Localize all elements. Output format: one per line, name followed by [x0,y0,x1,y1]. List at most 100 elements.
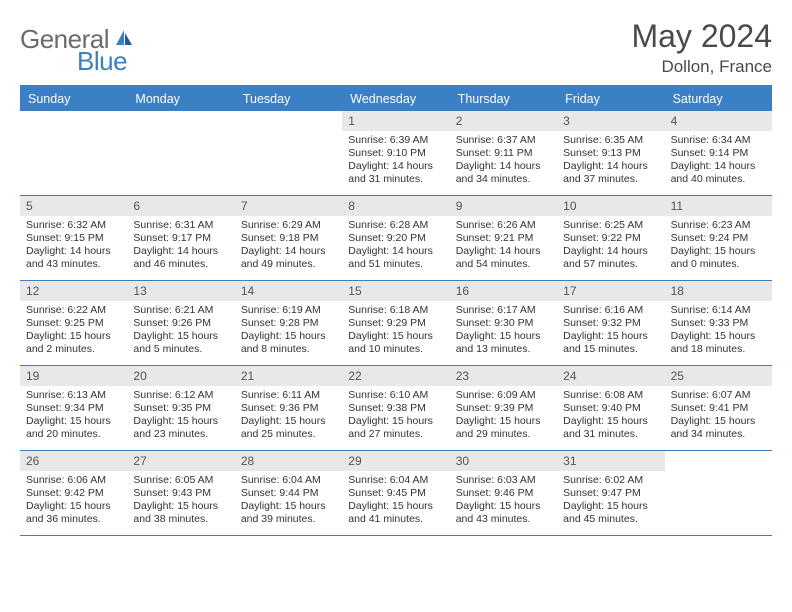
day-number: 25 [665,366,772,386]
calendar-cell: 16Sunrise: 6:17 AMSunset: 9:30 PMDayligh… [450,281,557,365]
day-details: Sunrise: 6:16 AMSunset: 9:32 PMDaylight:… [557,301,664,360]
day-details: Sunrise: 6:32 AMSunset: 9:15 PMDaylight:… [20,216,127,275]
day-details: Sunrise: 6:09 AMSunset: 9:39 PMDaylight:… [450,386,557,445]
calendar-cell: 18Sunrise: 6:14 AMSunset: 9:33 PMDayligh… [665,281,772,365]
calendar-week: 1Sunrise: 6:39 AMSunset: 9:10 PMDaylight… [20,111,772,196]
day-number: 27 [127,451,234,471]
calendar-week: 12Sunrise: 6:22 AMSunset: 9:25 PMDayligh… [20,281,772,366]
calendar-cell: 11Sunrise: 6:23 AMSunset: 9:24 PMDayligh… [665,196,772,280]
calendar-cell: 20Sunrise: 6:12 AMSunset: 9:35 PMDayligh… [127,366,234,450]
calendar-cell: 4Sunrise: 6:34 AMSunset: 9:14 PMDaylight… [665,111,772,195]
calendar-cell: 1Sunrise: 6:39 AMSunset: 9:10 PMDaylight… [342,111,449,195]
calendar-cell: 8Sunrise: 6:28 AMSunset: 9:20 PMDaylight… [342,196,449,280]
day-number: 13 [127,281,234,301]
calendar-cell: 22Sunrise: 6:10 AMSunset: 9:38 PMDayligh… [342,366,449,450]
calendar-cell: 21Sunrise: 6:11 AMSunset: 9:36 PMDayligh… [235,366,342,450]
logo: General Blue [20,18,165,55]
day-details: Sunrise: 6:06 AMSunset: 9:42 PMDaylight:… [20,471,127,530]
day-details: Sunrise: 6:04 AMSunset: 9:45 PMDaylight:… [342,471,449,530]
calendar-cell: 9Sunrise: 6:26 AMSunset: 9:21 PMDaylight… [450,196,557,280]
day-details: Sunrise: 6:22 AMSunset: 9:25 PMDaylight:… [20,301,127,360]
day-header: Wednesday [342,87,449,111]
calendar-cell: 10Sunrise: 6:25 AMSunset: 9:22 PMDayligh… [557,196,664,280]
day-number: 5 [20,196,127,216]
day-number: 4 [665,111,772,131]
day-number: 1 [342,111,449,131]
day-number: 20 [127,366,234,386]
calendar-cell: 28Sunrise: 6:04 AMSunset: 9:44 PMDayligh… [235,451,342,535]
day-header: Saturday [665,87,772,111]
calendar-cell: 12Sunrise: 6:22 AMSunset: 9:25 PMDayligh… [20,281,127,365]
calendar-cell: 13Sunrise: 6:21 AMSunset: 9:26 PMDayligh… [127,281,234,365]
calendar-week: 26Sunrise: 6:06 AMSunset: 9:42 PMDayligh… [20,451,772,536]
day-details: Sunrise: 6:18 AMSunset: 9:29 PMDaylight:… [342,301,449,360]
day-details: Sunrise: 6:14 AMSunset: 9:33 PMDaylight:… [665,301,772,360]
day-number: 22 [342,366,449,386]
calendar-cell: 14Sunrise: 6:19 AMSunset: 9:28 PMDayligh… [235,281,342,365]
day-details: Sunrise: 6:19 AMSunset: 9:28 PMDaylight:… [235,301,342,360]
day-header: Thursday [450,87,557,111]
day-details: Sunrise: 6:35 AMSunset: 9:13 PMDaylight:… [557,131,664,190]
month-title: May 2024 [631,18,772,55]
day-header: Tuesday [235,87,342,111]
day-number: 23 [450,366,557,386]
day-details: Sunrise: 6:17 AMSunset: 9:30 PMDaylight:… [450,301,557,360]
calendar-cell: 15Sunrise: 6:18 AMSunset: 9:29 PMDayligh… [342,281,449,365]
day-number: 30 [450,451,557,471]
day-number: 28 [235,451,342,471]
day-details: Sunrise: 6:08 AMSunset: 9:40 PMDaylight:… [557,386,664,445]
calendar-cell: 31Sunrise: 6:02 AMSunset: 9:47 PMDayligh… [557,451,664,535]
calendar-cell: 3Sunrise: 6:35 AMSunset: 9:13 PMDaylight… [557,111,664,195]
day-details: Sunrise: 6:28 AMSunset: 9:20 PMDaylight:… [342,216,449,275]
day-details: Sunrise: 6:11 AMSunset: 9:36 PMDaylight:… [235,386,342,445]
day-number: 24 [557,366,664,386]
day-details: Sunrise: 6:37 AMSunset: 9:11 PMDaylight:… [450,131,557,190]
day-details: Sunrise: 6:04 AMSunset: 9:44 PMDaylight:… [235,471,342,530]
day-details: Sunrise: 6:13 AMSunset: 9:34 PMDaylight:… [20,386,127,445]
day-details: Sunrise: 6:03 AMSunset: 9:46 PMDaylight:… [450,471,557,530]
calendar: Sunday Monday Tuesday Wednesday Thursday… [20,85,772,536]
calendar-cell [127,111,234,195]
calendar-cell: 23Sunrise: 6:09 AMSunset: 9:39 PMDayligh… [450,366,557,450]
day-header: Sunday [20,87,127,111]
calendar-cell: 30Sunrise: 6:03 AMSunset: 9:46 PMDayligh… [450,451,557,535]
calendar-cell: 24Sunrise: 6:08 AMSunset: 9:40 PMDayligh… [557,366,664,450]
logo-word-2: Blue [77,46,127,77]
calendar-cell: 5Sunrise: 6:32 AMSunset: 9:15 PMDaylight… [20,196,127,280]
day-details: Sunrise: 6:02 AMSunset: 9:47 PMDaylight:… [557,471,664,530]
day-number: 31 [557,451,664,471]
day-details: Sunrise: 6:39 AMSunset: 9:10 PMDaylight:… [342,131,449,190]
day-number: 21 [235,366,342,386]
day-number: 17 [557,281,664,301]
calendar-week: 19Sunrise: 6:13 AMSunset: 9:34 PMDayligh… [20,366,772,451]
day-number: 18 [665,281,772,301]
day-details: Sunrise: 6:12 AMSunset: 9:35 PMDaylight:… [127,386,234,445]
day-details: Sunrise: 6:31 AMSunset: 9:17 PMDaylight:… [127,216,234,275]
day-details: Sunrise: 6:07 AMSunset: 9:41 PMDaylight:… [665,386,772,445]
calendar-cell [665,451,772,535]
day-details: Sunrise: 6:34 AMSunset: 9:14 PMDaylight:… [665,131,772,190]
day-number: 3 [557,111,664,131]
location-label: Dollon, France [631,57,772,77]
day-number: 11 [665,196,772,216]
day-number: 10 [557,196,664,216]
day-details: Sunrise: 6:26 AMSunset: 9:21 PMDaylight:… [450,216,557,275]
calendar-cell: 29Sunrise: 6:04 AMSunset: 9:45 PMDayligh… [342,451,449,535]
day-details: Sunrise: 6:25 AMSunset: 9:22 PMDaylight:… [557,216,664,275]
day-number: 19 [20,366,127,386]
day-header: Monday [127,87,234,111]
day-number: 7 [235,196,342,216]
calendar-cell: 2Sunrise: 6:37 AMSunset: 9:11 PMDaylight… [450,111,557,195]
calendar-cell [235,111,342,195]
day-details: Sunrise: 6:05 AMSunset: 9:43 PMDaylight:… [127,471,234,530]
calendar-cell: 27Sunrise: 6:05 AMSunset: 9:43 PMDayligh… [127,451,234,535]
calendar-cell: 17Sunrise: 6:16 AMSunset: 9:32 PMDayligh… [557,281,664,365]
day-details: Sunrise: 6:23 AMSunset: 9:24 PMDaylight:… [665,216,772,275]
calendar-cell: 26Sunrise: 6:06 AMSunset: 9:42 PMDayligh… [20,451,127,535]
day-header-row: Sunday Monday Tuesday Wednesday Thursday… [20,87,772,111]
day-number: 14 [235,281,342,301]
calendar-cell: 6Sunrise: 6:31 AMSunset: 9:17 PMDaylight… [127,196,234,280]
day-number: 26 [20,451,127,471]
day-details: Sunrise: 6:29 AMSunset: 9:18 PMDaylight:… [235,216,342,275]
calendar-cell: 19Sunrise: 6:13 AMSunset: 9:34 PMDayligh… [20,366,127,450]
